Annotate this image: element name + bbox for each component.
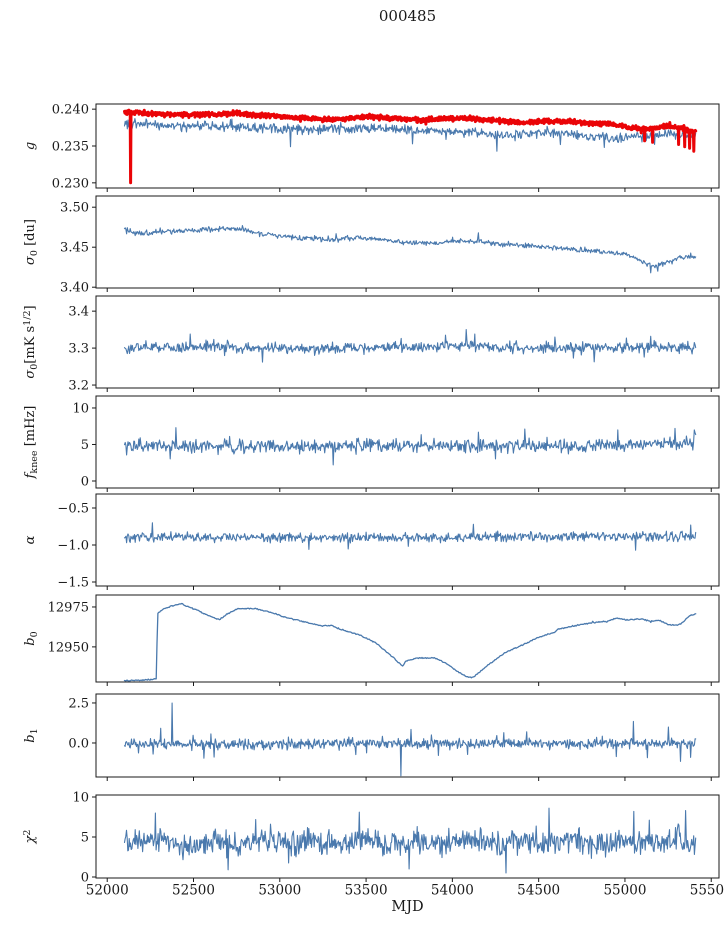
y-tick-label: 12975 xyxy=(48,600,89,615)
x-tick-label: 55000 xyxy=(603,883,646,899)
y-axis-label: b1 xyxy=(23,728,40,742)
y-axis-label: σ0 [du] xyxy=(23,219,40,265)
y-axis-label: fknee [mHz] xyxy=(23,406,40,480)
y-tick-label: 0 xyxy=(81,474,89,489)
y-tick-label: −1.0 xyxy=(57,538,89,553)
x-axis-label: MJD xyxy=(391,899,424,915)
y-tick-label: 3.40 xyxy=(60,281,89,296)
y-tick-label: 0.235 xyxy=(52,140,89,155)
axes-box xyxy=(95,295,720,389)
series-chi2 xyxy=(123,807,697,874)
series-g-smoothed xyxy=(123,108,698,185)
y-tick-label: 2.5 xyxy=(68,696,89,711)
y-tick-label: 12950 xyxy=(48,640,89,655)
y-tick-label: 0.240 xyxy=(52,103,89,118)
x-tick-label: 54500 xyxy=(517,883,560,899)
y-axis-label: χ2 xyxy=(22,830,38,845)
y-tick-label: 5 xyxy=(81,438,89,453)
y-axis-label: g xyxy=(23,142,38,150)
y-axis-label: α xyxy=(23,535,38,544)
x-tick-label: 52500 xyxy=(172,883,215,899)
plot-title: 000485 xyxy=(378,7,437,25)
y-tick-label: 0 xyxy=(81,871,89,886)
series-alpha xyxy=(123,522,697,551)
x-tick-label: 52000 xyxy=(86,883,129,899)
y-tick-label: 5 xyxy=(81,831,89,846)
axes-box xyxy=(95,395,720,489)
y-tick-label: 3.2 xyxy=(68,379,89,394)
series-b1 xyxy=(123,702,697,777)
axes-box xyxy=(95,493,720,587)
x-tick-label: 55500 xyxy=(690,883,725,899)
y-tick-label: 10 xyxy=(72,791,89,806)
y-tick-label: 3.50 xyxy=(60,201,89,216)
y-tick-label: 0.0 xyxy=(68,736,89,751)
y-tick-label: −1.5 xyxy=(57,576,89,591)
axes-box xyxy=(95,693,720,778)
series-g-fit xyxy=(123,118,697,152)
series-fknee xyxy=(123,427,697,466)
y-tick-label: 3.4 xyxy=(68,305,89,320)
y-tick-label: 0.230 xyxy=(52,176,89,191)
x-tick-label: 53000 xyxy=(258,883,301,899)
series-sigma0-mk xyxy=(123,329,697,363)
y-tick-label: 3.3 xyxy=(68,342,89,357)
y-axis-label: b0 xyxy=(23,631,40,645)
x-tick-label: 54000 xyxy=(431,883,474,899)
axes-box xyxy=(95,594,720,683)
y-tick-label: −0.5 xyxy=(57,501,89,516)
x-tick-label: 53500 xyxy=(345,883,388,899)
y-tick-label: 3.45 xyxy=(60,241,89,256)
series-sigma0-du xyxy=(123,224,697,274)
series-b0 xyxy=(123,602,697,682)
y-tick-label: 10 xyxy=(72,401,89,416)
y-axis-label: σ0[mK s1/2] xyxy=(22,305,40,378)
axes-box xyxy=(95,195,720,289)
